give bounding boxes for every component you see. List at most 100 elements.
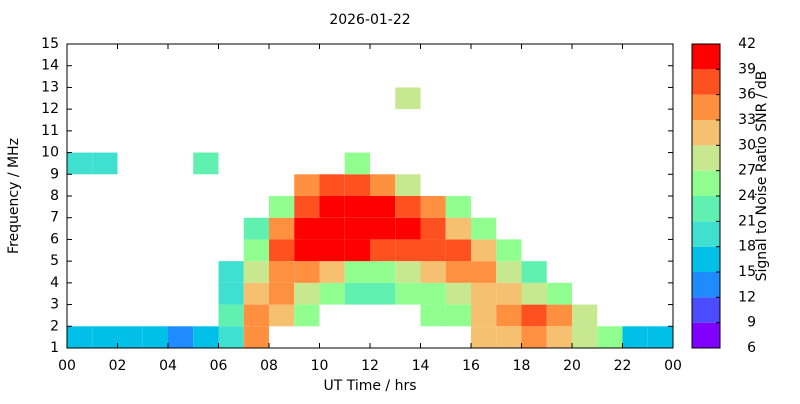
heat-cell — [319, 261, 345, 283]
y-tick-label: 8 — [50, 188, 59, 204]
heat-cell — [294, 304, 320, 327]
heat-cell — [92, 326, 118, 348]
heat-cell — [218, 282, 244, 305]
y-tick-label: 4 — [50, 275, 59, 291]
heat-cell — [319, 174, 345, 196]
heat-cell — [294, 196, 320, 218]
heat-cell — [67, 326, 93, 348]
heat-cell — [395, 196, 421, 218]
x-tick-label: 12 — [361, 358, 379, 374]
heat-cell — [471, 239, 497, 262]
x-tick-label: 20 — [563, 358, 581, 374]
heat-cell — [243, 282, 269, 305]
heat-cell — [370, 217, 396, 240]
heat-cell — [193, 152, 219, 175]
x-tick-label: 00 — [664, 358, 682, 374]
heat-cell — [370, 174, 396, 196]
x-tick-label: 22 — [614, 358, 632, 374]
colorbar-tick-label: 9 — [747, 315, 756, 331]
colorbar-tick-label: 15 — [738, 264, 756, 280]
colorbar-band — [692, 170, 720, 196]
colorbar-band — [692, 94, 720, 120]
x-axis-label: UT Time / hrs — [323, 378, 416, 394]
colorbar-tick-label: 6 — [747, 340, 756, 356]
y-tick-label: 11 — [41, 123, 59, 139]
heat-cell — [496, 239, 522, 262]
heat-cell — [445, 217, 471, 240]
heat-cell — [496, 326, 522, 348]
colorbar-band — [692, 221, 720, 247]
heat-cell — [142, 326, 168, 348]
heat-cell — [622, 326, 648, 348]
heat-cell — [269, 282, 295, 305]
heat-cell — [521, 304, 547, 327]
heat-cell — [193, 326, 219, 348]
heat-cell — [243, 217, 269, 240]
heat-cell — [218, 326, 244, 348]
heat-cell — [445, 196, 471, 218]
heat-cell — [269, 196, 295, 218]
heat-cell — [420, 239, 446, 262]
y-tick-label: 12 — [41, 101, 59, 117]
colorbar-tick-label: 33 — [738, 112, 756, 128]
colorbar-band — [692, 297, 720, 323]
heat-cell — [471, 304, 497, 327]
heat-cell — [572, 304, 598, 327]
heat-cell — [92, 152, 118, 175]
colorbar-band — [692, 44, 720, 70]
colorbar-band — [692, 246, 720, 272]
y-tick-label: 15 — [41, 36, 59, 52]
heat-cell — [395, 174, 421, 196]
heat-cell — [218, 304, 244, 327]
heat-cell — [395, 282, 421, 305]
heat-cell — [243, 326, 269, 348]
heat-cell — [471, 282, 497, 305]
y-tick-label: 1 — [50, 340, 59, 356]
heat-cell — [294, 261, 320, 283]
y-tick-label: 5 — [50, 253, 59, 269]
heat-cell — [395, 87, 421, 110]
heat-cell — [597, 326, 623, 348]
heat-cell — [471, 326, 497, 348]
heat-cell — [395, 217, 421, 240]
x-tick-label: 18 — [513, 358, 531, 374]
heat-cell — [496, 261, 522, 283]
heat-cell — [647, 326, 673, 348]
heat-cell — [294, 174, 320, 196]
heat-cell — [445, 261, 471, 283]
y-tick-label: 9 — [50, 166, 59, 182]
heat-cell — [344, 282, 370, 305]
colorbar-band — [692, 145, 720, 171]
y-axis-label: Frequency / MHz — [6, 138, 22, 254]
heat-cell — [420, 261, 446, 283]
heat-cell — [445, 239, 471, 262]
heat-cell — [521, 326, 547, 348]
heat-cell — [319, 217, 345, 240]
chart-title: 2026-01-22 — [329, 12, 410, 28]
x-tick-label: 04 — [159, 358, 177, 374]
y-tick-label: 2 — [50, 318, 59, 334]
colorbar-tick-label: 36 — [738, 87, 756, 103]
colorbar-band — [692, 69, 720, 95]
x-tick-label: 06 — [210, 358, 228, 374]
heat-cell — [319, 239, 345, 262]
heat-cell — [420, 217, 446, 240]
y-tick-label: 13 — [41, 79, 59, 95]
heat-cell — [319, 196, 345, 218]
y-tick-label: 14 — [41, 58, 59, 74]
heat-cell — [344, 239, 370, 262]
heat-cell — [269, 304, 295, 327]
heat-cell — [218, 261, 244, 283]
colorbar-band — [692, 120, 720, 146]
heat-cell — [269, 239, 295, 262]
heat-cell — [370, 196, 396, 218]
heat-cell — [420, 282, 446, 305]
heat-cell — [521, 282, 547, 305]
x-tick-label: 10 — [311, 358, 329, 374]
heat-cell — [395, 261, 421, 283]
heat-cell — [243, 239, 269, 262]
x-tick-label: 14 — [412, 358, 430, 374]
heat-cell — [344, 217, 370, 240]
heat-cell — [243, 304, 269, 327]
colorbar-tick-label: 18 — [738, 239, 756, 255]
